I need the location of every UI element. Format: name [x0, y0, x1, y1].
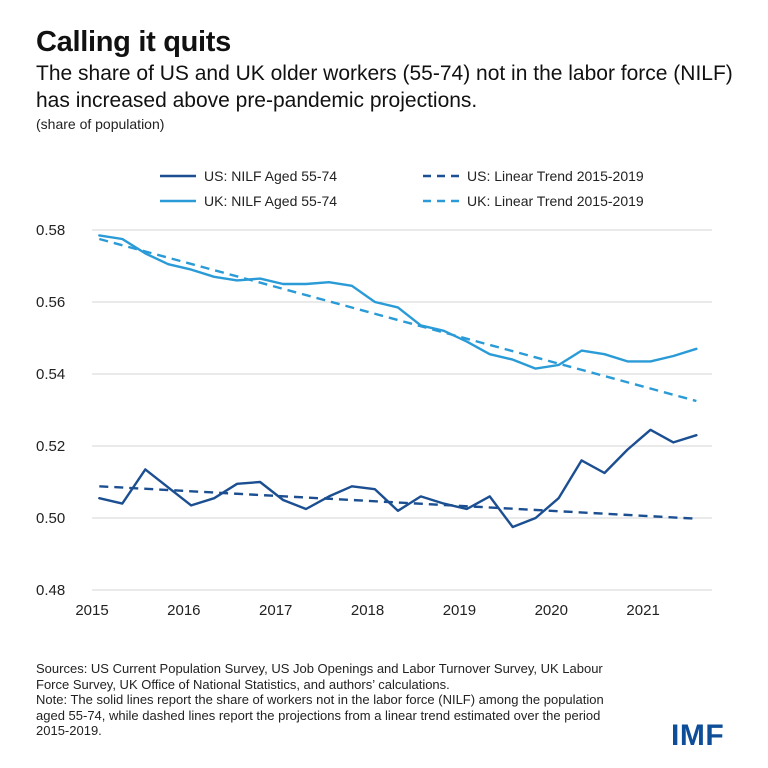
- y-axis: 0.48 0.50 0.52 0.54 0.56 0.58: [36, 222, 65, 599]
- y-tick-label: 0.52: [36, 438, 65, 455]
- legend-label: UK: Linear Trend 2015-2019: [467, 193, 644, 209]
- y-tick-label: 0.56: [36, 294, 65, 311]
- x-axis: 2015 2016 2017 2018 2019 2020 2021: [75, 602, 659, 619]
- legend-item-uk-linear-trend-2015-2019: UK: Linear Trend 2015-2019: [423, 193, 644, 209]
- x-tick-label: 2017: [259, 602, 292, 619]
- series-lines: [98, 234, 698, 529]
- x-tick-label: 2015: [75, 602, 108, 619]
- sources-text: Sources: US Current Population Survey, U…: [36, 661, 603, 692]
- series-line-us-nilf-aged-55-74: [98, 428, 698, 529]
- line-chart: US: NILF Aged 55-74 US: Linear Trend 2015…: [36, 168, 712, 619]
- chart-legend: US: NILF Aged 55-74 US: Linear Trend 2015…: [160, 168, 644, 209]
- imf-logo: IMF: [671, 719, 725, 752]
- x-tick-label: 2019: [443, 602, 476, 619]
- legend-item-uk-nilf-aged-55-74: UK: NILF Aged 55-74: [160, 193, 337, 209]
- legend-label: UK: NILF Aged 55-74: [204, 193, 337, 209]
- chart-subtitle: The share of US and UK older workers (55…: [36, 62, 733, 112]
- chart-title: Calling it quits: [36, 26, 231, 58]
- note-text: Note: The solid lines report the share o…: [36, 692, 604, 738]
- y-tick-label: 0.58: [36, 222, 65, 239]
- series-line-uk-nilf-aged-55-74: [98, 234, 698, 370]
- y-tick-label: 0.54: [36, 366, 65, 383]
- x-tick-label: 2021: [626, 602, 659, 619]
- legend-label: US: NILF Aged 55-74: [204, 168, 337, 184]
- x-tick-label: 2020: [535, 602, 568, 619]
- legend-label: US: Linear Trend 2015-2019: [467, 168, 644, 184]
- x-tick-label: 2016: [167, 602, 200, 619]
- series-line-us-linear-trend-2015-2019: [99, 485, 697, 520]
- legend-item-us-linear-trend-2015-2019: US: Linear Trend 2015-2019: [423, 168, 644, 184]
- y-tick-label: 0.48: [36, 582, 65, 599]
- series-line-uk-linear-trend-2015-2019: [98, 237, 697, 403]
- footnote: Sources: US Current Population Survey, U…: [36, 661, 636, 739]
- y-tick-label: 0.50: [36, 510, 65, 527]
- gridlines: [92, 229, 712, 591]
- legend-item-us-nilf-aged-55-74: US: NILF Aged 55-74: [160, 168, 337, 184]
- units-note: (share of population): [36, 116, 165, 132]
- x-tick-label: 2018: [351, 602, 384, 619]
